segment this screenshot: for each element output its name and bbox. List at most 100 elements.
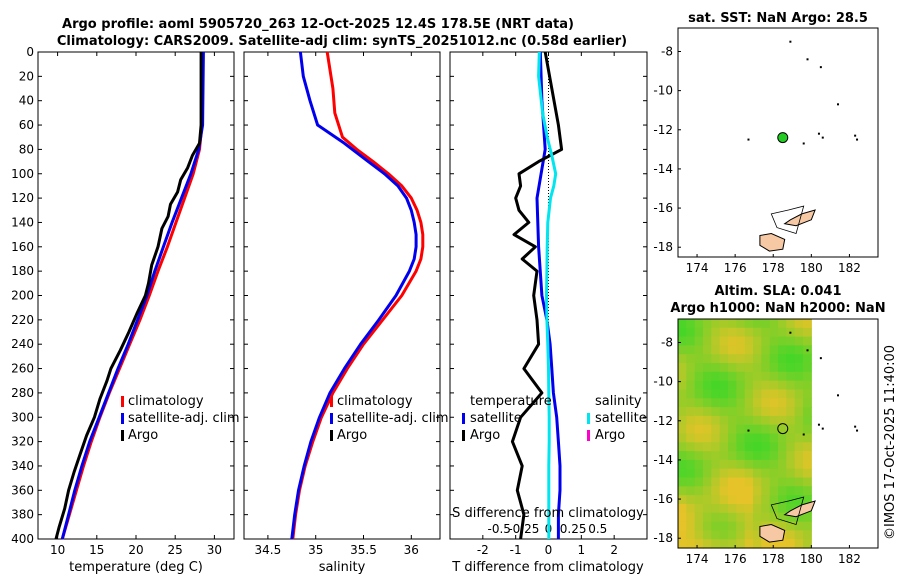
- legend-title-salinity: salinity: [595, 394, 642, 409]
- sla-cell: [744, 486, 754, 496]
- sla-cell: [778, 415, 787, 426]
- sla-cell: [769, 424, 779, 435]
- sla-cell: [761, 380, 771, 391]
- sla-cell: [778, 477, 787, 487]
- sla-cell: [728, 398, 737, 408]
- sla-cell: [769, 363, 779, 373]
- sla-cell: [711, 354, 721, 364]
- sla-cell: [728, 336, 737, 346]
- sla-cell: [769, 495, 779, 505]
- x-tick-label: 35.5: [350, 543, 377, 557]
- sla-cell: [794, 336, 804, 346]
- sla-cell: [761, 459, 771, 470]
- x-tick-label: -1: [510, 543, 522, 557]
- sla-cell: [753, 495, 762, 505]
- argo-position-marker: [777, 423, 789, 435]
- sla-cell: [769, 442, 779, 452]
- sla-cell: [703, 424, 712, 435]
- sla-cell: [794, 468, 804, 479]
- x-tick-label: 20: [128, 543, 143, 557]
- sla-cell: [694, 477, 704, 487]
- legend-label: satellite-adj. clim: [337, 411, 449, 426]
- sla-cell: [778, 407, 787, 417]
- sla-cell: [778, 512, 787, 523]
- sla-cell: [703, 389, 712, 399]
- sla-cell: [728, 530, 737, 540]
- figure-title-line1: Argo profile: aoml 5905720_263 12-Oct-20…: [62, 17, 574, 32]
- series-temperature-satellite: [535, 51, 562, 539]
- sla-cell: [719, 521, 729, 531]
- sla-cell: [703, 521, 712, 531]
- sla-cell: [744, 380, 754, 391]
- sla-cell: [803, 486, 812, 496]
- sla-cell: [719, 451, 729, 461]
- sla-cell: [803, 354, 812, 364]
- sla-cell: [736, 319, 746, 329]
- sla-cell: [678, 327, 687, 338]
- sla-cell: [778, 345, 787, 355]
- sla-cell: [761, 451, 771, 461]
- sla-cell: [686, 477, 696, 487]
- sla-cell: [794, 512, 804, 523]
- sla-cell: [678, 468, 687, 479]
- map-x-tick-label: 176: [724, 552, 747, 566]
- sla-cell: [744, 530, 754, 540]
- sla-cell: [694, 512, 704, 523]
- legend-swatch: [330, 396, 333, 407]
- sla-cell: [778, 389, 787, 399]
- sla-cell: [703, 512, 712, 523]
- sla-cell: [728, 521, 737, 531]
- sla-cell: [786, 336, 796, 346]
- island-dot: [747, 138, 750, 141]
- sla-cell: [761, 389, 771, 399]
- map-x-tick-label: 174: [686, 552, 709, 566]
- map-x-tick-label: 178: [762, 552, 785, 566]
- sla-cell: [803, 442, 812, 452]
- difference-xlabel: T difference from climatology: [451, 560, 644, 575]
- sla-cell: [753, 398, 762, 408]
- island-dot: [817, 132, 820, 135]
- sla-cell: [728, 504, 737, 514]
- sla-cell: [703, 336, 712, 346]
- y-tick-label: 140: [11, 215, 34, 229]
- sla-cell: [711, 495, 721, 505]
- sla-cell: [711, 442, 721, 452]
- sla-cell: [778, 371, 787, 382]
- sla-cell: [753, 451, 762, 461]
- sla-cell: [778, 521, 787, 531]
- imos-stamp: ©IMOS 17-Oct-2025 11:40:00: [883, 345, 898, 540]
- sla-cell: [794, 354, 804, 364]
- sla-cell: [744, 468, 754, 479]
- sla-cell: [744, 433, 754, 443]
- sla-cell: [703, 327, 712, 338]
- sla-cell: [769, 319, 779, 329]
- sla-cell: [753, 354, 762, 364]
- sla-cell: [678, 495, 687, 505]
- island-dot: [854, 134, 857, 137]
- sla-cell: [786, 451, 796, 461]
- sla-cell: [744, 521, 754, 531]
- sla-cell: [786, 530, 796, 540]
- map-y-tick-label: -12: [653, 414, 673, 428]
- y-tick-label: 20: [19, 69, 34, 83]
- sla-cell: [778, 468, 787, 479]
- y-tick-label: 280: [11, 386, 34, 400]
- sla-cell: [786, 521, 796, 531]
- sla-cell: [761, 424, 771, 435]
- sla-cell: [803, 407, 812, 417]
- legend-swatch: [121, 396, 124, 407]
- sla-cell: [744, 424, 754, 435]
- x-tick-label: 25: [168, 543, 183, 557]
- sla-cell: [761, 345, 771, 355]
- sla-cell: [744, 477, 754, 487]
- legend-swatch: [330, 430, 333, 441]
- sla-cell: [753, 424, 762, 435]
- sla-cell: [711, 407, 721, 417]
- sla-cell: [694, 415, 704, 426]
- x-tick-label: 36: [404, 543, 419, 557]
- sla-cell: [794, 495, 804, 505]
- sla-cell: [678, 477, 687, 487]
- sla-cell: [769, 407, 779, 417]
- legend-label: climatology: [128, 394, 204, 409]
- sla-cell: [753, 415, 762, 426]
